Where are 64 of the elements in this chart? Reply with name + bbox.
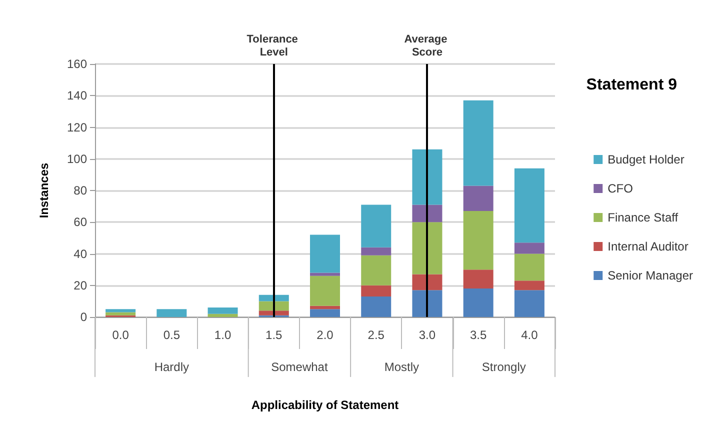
- bar: [412, 222, 442, 274]
- text: Mostly: [384, 360, 420, 374]
- y-tick-label: 60: [74, 215, 88, 230]
- bar: [514, 254, 544, 281]
- y-tick-label: 20: [74, 278, 88, 292]
- bar: [463, 211, 494, 270]
- bar: [463, 186, 494, 212]
- y-axis-title: Instances: [37, 162, 51, 218]
- legend-label: CFO: [608, 182, 633, 196]
- y-tick-label: 120: [66, 120, 88, 134]
- bar: [310, 309, 340, 317]
- legend-label: Budget Holder: [608, 152, 684, 166]
- bar: [412, 274, 442, 290]
- legend-label: Internal Auditor: [608, 240, 688, 254]
- y-tick-label: 100: [66, 152, 88, 166]
- y-tick-label: 0: [80, 310, 88, 324]
- legend-label: Finance Staff: [608, 210, 679, 224]
- bar: [361, 204, 392, 248]
- bar: [258, 301, 289, 311]
- x-axis-title: Applicability of Statement: [251, 398, 399, 412]
- ref-line-label: Tolerance Level: [246, 34, 301, 58]
- x-tick-label: 4.0: [521, 328, 538, 342]
- x-tick-label: 3.0: [418, 328, 436, 342]
- x-tick-label: 0.0: [112, 328, 130, 342]
- bar: [514, 290, 544, 317]
- bar: [514, 242, 544, 254]
- x-tick-label: 1.0: [214, 328, 232, 342]
- bar: [463, 270, 494, 289]
- bar: [361, 255, 392, 286]
- bar: [412, 149, 442, 205]
- text: Hardly: [154, 360, 190, 374]
- x-tick-label: 0.5: [163, 328, 180, 342]
- bar: [310, 276, 340, 306]
- bar: [208, 308, 238, 314]
- y-tick-label: 160: [66, 57, 88, 71]
- bar: [361, 296, 392, 317]
- bar: [310, 272, 340, 276]
- bar: [412, 290, 442, 317]
- x-tick-label: 3.5: [470, 328, 487, 342]
- bar: [514, 168, 544, 243]
- bar: [361, 285, 392, 296]
- bar: [310, 234, 340, 273]
- bar: [106, 312, 136, 316]
- ref-line-label: Average Score: [404, 34, 450, 58]
- bar: [208, 314, 238, 317]
- x-tick-label: 2.0: [316, 328, 334, 342]
- bar: [412, 204, 442, 222]
- text: Statement 9: [586, 76, 678, 94]
- legend-label: Senior Manager: [608, 268, 694, 282]
- bar: [463, 100, 494, 186]
- bar: [310, 306, 340, 310]
- bar: [361, 247, 392, 256]
- bar: [514, 280, 544, 290]
- text: Somewhat: [271, 360, 328, 374]
- x-tick-label: 1.5: [266, 328, 283, 342]
- x-tick-label: 2.5: [368, 328, 385, 342]
- bar: [106, 309, 136, 312]
- text: Strongly: [482, 360, 526, 374]
- bar: [463, 288, 494, 317]
- y-tick-label: 40: [74, 246, 88, 261]
- y-tick-label: 140: [66, 88, 88, 103]
- bar: [156, 309, 187, 317]
- y-tick-label: 80: [74, 184, 88, 198]
- bar: [258, 310, 289, 316]
